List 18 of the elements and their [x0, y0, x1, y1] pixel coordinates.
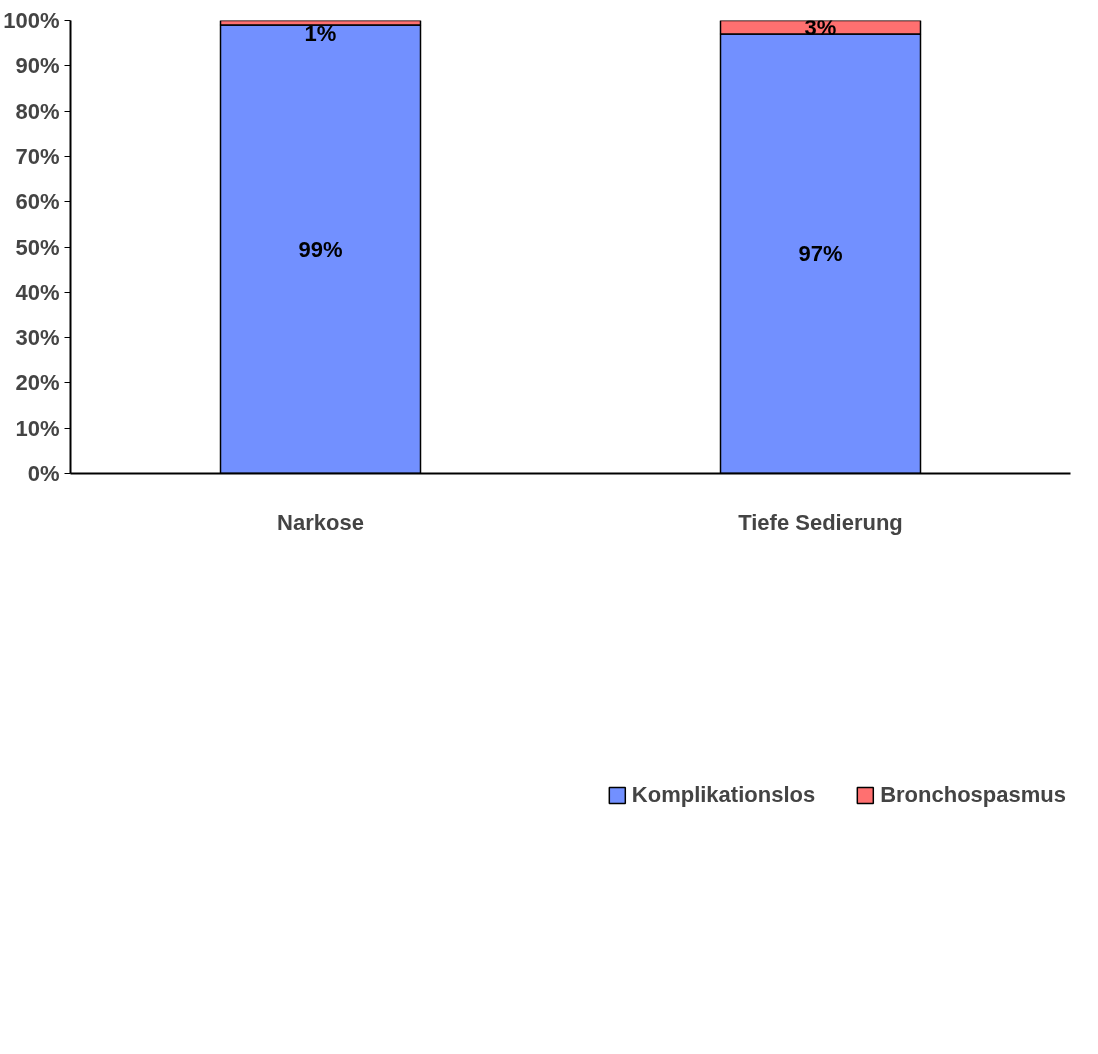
y-tick-label: 70% — [15, 143, 60, 169]
y-tick-label: 10% — [15, 415, 60, 441]
x-tick-label: Tiefe Sedierung — [738, 509, 903, 535]
y-tick-label: 40% — [15, 279, 60, 305]
y-tick-label: 50% — [15, 234, 60, 260]
legend-label: Komplikationslos — [631, 782, 816, 808]
data-label: 1% — [304, 20, 337, 46]
y-tick-label: 80% — [15, 98, 60, 124]
y-tick-label: 0% — [27, 461, 60, 486]
y-tick-label: 90% — [15, 53, 60, 79]
y-tick-label: 20% — [15, 370, 60, 396]
y-tick-label: 30% — [15, 325, 60, 351]
y-tick-label: 100% — [3, 8, 60, 33]
legend-label: Bronchospasmus — [880, 782, 1066, 808]
y-tick-label: 60% — [15, 189, 60, 215]
data-label: 99% — [298, 236, 343, 262]
x-tick-label: Narkose — [277, 509, 364, 535]
data-label: 97% — [798, 241, 843, 267]
